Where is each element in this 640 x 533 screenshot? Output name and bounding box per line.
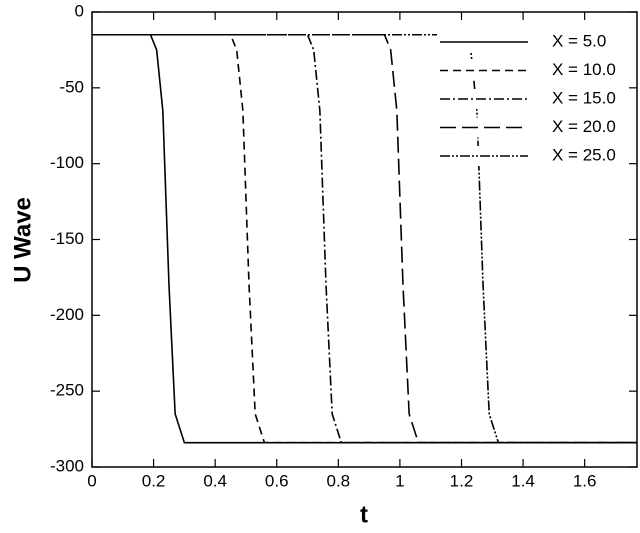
y-tick-label: -100 [50, 153, 84, 172]
legend-bg [437, 146, 627, 166]
series-line [92, 33, 637, 444]
series-line [92, 33, 637, 444]
legend-bg [437, 89, 627, 109]
y-tick-label: 0 [75, 1, 84, 20]
legend-label: X = 25.0 [552, 145, 616, 164]
series-line [92, 33, 637, 444]
legend-label: X = 10.0 [552, 60, 616, 79]
legend-label: X = 5.0 [552, 31, 606, 50]
y-tick-label: -200 [50, 305, 84, 324]
legend-bg [437, 60, 627, 81]
x-axis-label: t [360, 501, 368, 528]
legend-bg [437, 117, 627, 138]
x-tick-label: 0.4 [203, 471, 227, 490]
y-tick-label: -150 [50, 229, 84, 248]
legend-label: X = 15.0 [552, 88, 616, 107]
y-tick-label: -50 [59, 77, 84, 96]
series-line [92, 33, 637, 444]
x-tick-label: 0.2 [142, 471, 166, 490]
x-tick-label: 1.4 [511, 471, 535, 490]
x-tick-label: 0.6 [265, 471, 289, 490]
x-tick-label: 1 [395, 471, 404, 490]
y-tick-label: -250 [50, 381, 84, 400]
x-tick-label: 0.8 [327, 471, 351, 490]
y-axis-label: U Wave [9, 197, 36, 283]
x-tick-label: 0 [87, 471, 96, 490]
legend-label: X = 20.0 [552, 117, 616, 136]
y-tick-label: -300 [50, 456, 84, 475]
legend-bg [437, 32, 627, 52]
x-tick-label: 1.6 [573, 471, 597, 490]
x-tick-label: 1.2 [450, 471, 474, 490]
series-line [92, 33, 637, 444]
